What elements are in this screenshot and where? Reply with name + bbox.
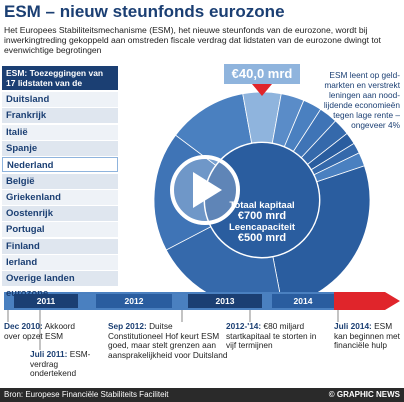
event-text: €80 miljard startkapitaal te storten in … bbox=[226, 321, 317, 350]
event: Dec 2010: Akkoord over opzet ESM bbox=[4, 321, 84, 341]
event-date: Juli 2014: bbox=[334, 321, 372, 331]
year-block bbox=[188, 294, 262, 308]
legend-item: Griekenland bbox=[2, 189, 118, 205]
note: ESM leent op geld-markten en verstrekt l… bbox=[323, 70, 400, 130]
legend-item: Nederland bbox=[2, 157, 118, 173]
timeline-arrow bbox=[334, 292, 400, 310]
center-line: Totaal kapitaal bbox=[229, 200, 295, 211]
legend-item: Oostenrijk bbox=[2, 206, 118, 222]
footer-bar bbox=[0, 388, 404, 402]
year-block bbox=[96, 294, 172, 308]
year-label: 2011 bbox=[37, 296, 56, 306]
source: Bron: Europese Financiële Stabiliteits F… bbox=[4, 390, 169, 399]
center-text: Totaal kapitaal €700 mrd Leencapaciteit €50… bbox=[212, 200, 312, 244]
event-date: Sep 2012: bbox=[108, 321, 147, 331]
legend-item: Overige landen eurozone bbox=[2, 271, 118, 299]
event-text: ESM-verdrag ondertekend bbox=[30, 349, 91, 378]
legend-item: Finland bbox=[2, 238, 118, 254]
list-header: ESM: Toezeggingen van 17 lidstaten van d… bbox=[2, 66, 118, 98]
legend-item: Ierland bbox=[2, 255, 118, 270]
donut-segment bbox=[313, 152, 365, 183]
intro: Het Europees Stabiliteitsmechanisme (ESM… bbox=[4, 25, 381, 55]
event: Juli 2011: ESM-verdrag ondertekend bbox=[30, 349, 105, 379]
event: 2012-'14: €80 miljard startkapitaal te s… bbox=[226, 321, 326, 351]
play-icon bbox=[193, 172, 222, 208]
credit: © GRAPHIC NEWS bbox=[328, 390, 400, 399]
annotation-arrow bbox=[252, 84, 272, 96]
event-text: Duitse Constitutioneel Hof keurt ESM goe… bbox=[108, 321, 228, 360]
event: Sep 2012: Duitse Constitutioneel Hof keu… bbox=[108, 321, 228, 360]
year-label: 2014 bbox=[294, 296, 313, 306]
year-block bbox=[14, 294, 78, 308]
legend-item: Frankrijk bbox=[2, 108, 118, 124]
event-date: Dec 2010: bbox=[4, 321, 43, 331]
event-date: 2012-'14: bbox=[226, 321, 262, 331]
event-text: ESM kan beginnen met financiële hulp bbox=[334, 321, 400, 350]
year-label: 2013 bbox=[216, 296, 235, 306]
legend-item: Portugal bbox=[2, 222, 118, 238]
legend-item: Duitsland bbox=[2, 92, 118, 107]
center-line: Leencapaciteit bbox=[229, 222, 295, 233]
event-text: Akkoord over opzet ESM bbox=[4, 321, 76, 341]
title: ESM – nieuw steunfonds eurozone bbox=[4, 2, 285, 21]
event-date: Juli 2011: bbox=[30, 349, 68, 359]
year-label: 2012 bbox=[125, 296, 144, 306]
legend-item: Italië bbox=[2, 124, 118, 140]
annotation: €40,0 mrd bbox=[224, 64, 300, 84]
legend-item: Spanje bbox=[2, 140, 118, 156]
legend-item: België bbox=[2, 173, 118, 189]
event: Juli 2014: ESM kan beginnen met financië… bbox=[334, 321, 402, 351]
center-line: €500 mrd bbox=[237, 232, 287, 244]
center-line: €700 mrd bbox=[237, 210, 287, 222]
year-block bbox=[272, 294, 334, 308]
